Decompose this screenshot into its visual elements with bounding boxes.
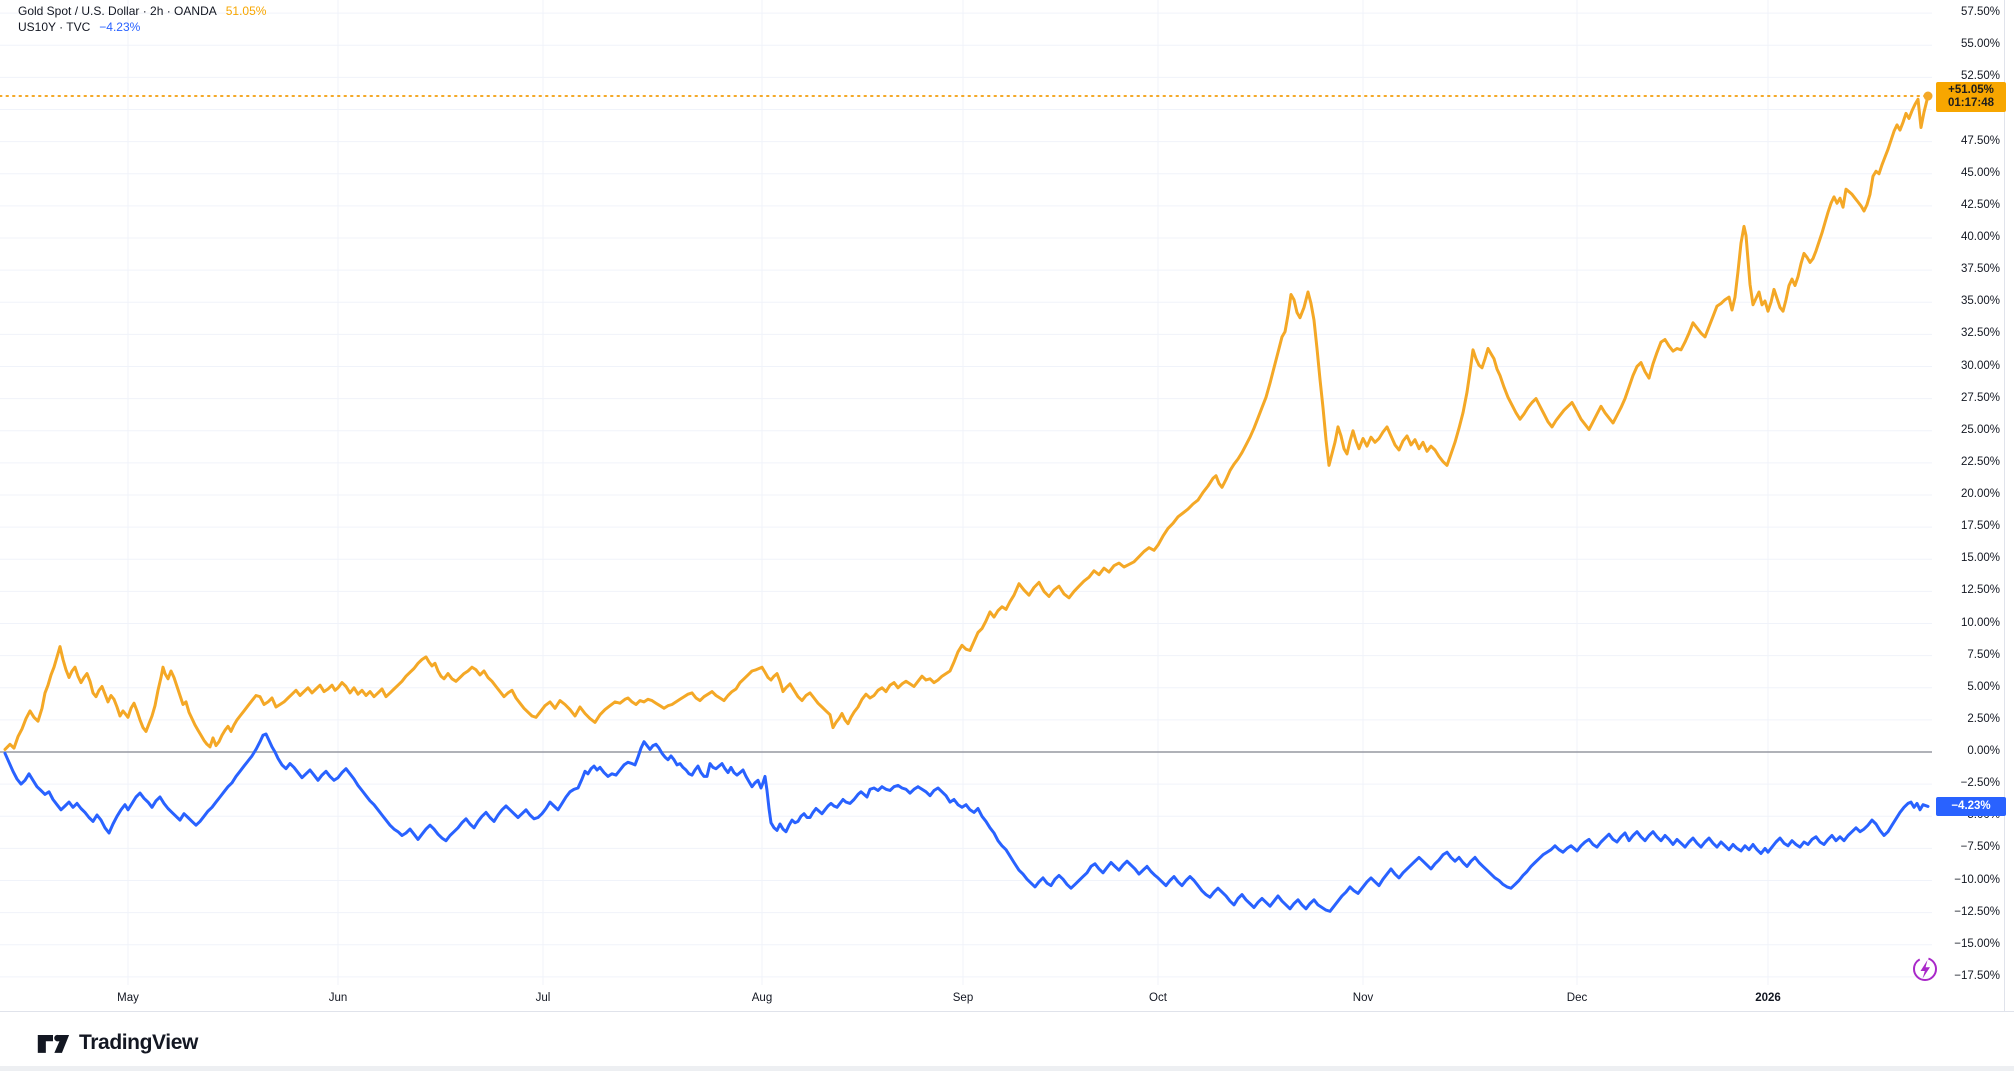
time-scale-border <box>0 1011 2014 1012</box>
gold-price-badge-countdown: 01:17:48 <box>1947 97 1995 109</box>
time-scale-label: Sep <box>952 992 974 1004</box>
time-scale-label: Nov <box>1352 992 1374 1004</box>
legend: Gold Spot / U.S. Dollar · 2h · OANDA 51.… <box>18 3 266 35</box>
price-scale-label: 37.50% <box>1960 263 2000 276</box>
price-scale-label: 30.00% <box>1960 359 2000 372</box>
price-scale-label: 42.50% <box>1960 198 2000 211</box>
price-scale-label: 12.50% <box>1960 584 2000 597</box>
price-scale-label: 45.00% <box>1960 166 2000 179</box>
price-scale-label: 10.00% <box>1960 616 2000 629</box>
price-scale-label: 27.50% <box>1960 391 2000 404</box>
price-scale-label: 17.50% <box>1960 520 2000 533</box>
price-scale-label: 15.00% <box>1960 552 2000 565</box>
price-scale-label: 20.00% <box>1960 488 2000 500</box>
price-scale-label: 57.50% <box>1960 6 2000 19</box>
us10y-line-series <box>3 732 1930 913</box>
price-scale-label: 25.00% <box>1960 423 2000 436</box>
price-scale-label: 2.50% <box>1967 712 2000 725</box>
time-scale-label: 2026 <box>1755 992 1781 1004</box>
price-scale-label: 47.50% <box>1960 134 2000 147</box>
us10y-price-badge-value: −4.23% <box>1951 800 1991 812</box>
legend-item-us10y[interactable]: US10Y · TVC −4.23% <box>18 19 266 35</box>
us10y-price-badge: −4.23% <box>1936 797 2006 816</box>
price-scale-label: 55.00% <box>1960 38 2000 51</box>
legend-us10y-change: −4.23% <box>99 20 141 34</box>
page-bottom-strip <box>0 1066 2014 1071</box>
price-scale-label: 7.50% <box>1967 648 2000 661</box>
legend-gold-change: 51.05% <box>225 4 267 18</box>
price-scale-label: 35.00% <box>1960 295 2000 308</box>
time-scale-label: Aug <box>751 992 773 1004</box>
tradingview-logo-text: TradingView <box>79 1031 198 1054</box>
gold-line-series <box>3 94 1930 751</box>
gold-price-badge-value: +51.05% <box>1948 84 1994 96</box>
instant-trading-button[interactable] <box>1910 954 1940 984</box>
tradingview-logo-icon <box>37 1034 70 1053</box>
price-scale-label: −12.50% <box>1954 905 2000 918</box>
price-scale-border <box>2004 0 2005 1012</box>
price-scale-label: 5.00% <box>1967 680 2000 693</box>
lightning-icon <box>1913 957 1937 981</box>
gold-price-badge: +51.05% 01:17:48 <box>1936 82 2006 112</box>
legend-item-gold[interactable]: Gold Spot / U.S. Dollar · 2h · OANDA 51.… <box>18 3 266 19</box>
time-scale-label: Dec <box>1566 992 1588 1004</box>
time-scale-label: Jun <box>328 992 348 1004</box>
price-scale-label: 40.00% <box>1960 231 2000 243</box>
price-scale-label: 52.50% <box>1960 70 2000 83</box>
price-scale-label: −17.50% <box>1954 969 2000 982</box>
time-scale[interactable]: May Jun Jul Aug Sep Oct Nov Dec 2026 <box>0 986 2014 1010</box>
price-scale-label: −7.50% <box>1960 841 2000 854</box>
tradingview-logo[interactable]: TradingView <box>36 1028 198 1058</box>
price-scale-label: −15.00% <box>1954 937 2000 950</box>
legend-us10y-symbol: US10Y · TVC <box>18 20 91 34</box>
price-scale-label: −2.50% <box>1960 777 2000 790</box>
price-scale-label: 0.00% <box>1967 745 2000 757</box>
price-scale-label: −10.00% <box>1954 873 2000 886</box>
time-scale-label: Oct <box>1149 992 1167 1004</box>
time-scale-label: Jul <box>535 992 551 1004</box>
price-scale-label: 32.50% <box>1960 327 2000 340</box>
legend-gold-symbol: Gold Spot / U.S. Dollar · 2h · OANDA <box>18 4 217 18</box>
price-scale-label: 22.50% <box>1960 455 2000 468</box>
gold-last-price-dot <box>1923 91 1933 101</box>
time-scale-label: May <box>117 992 139 1004</box>
